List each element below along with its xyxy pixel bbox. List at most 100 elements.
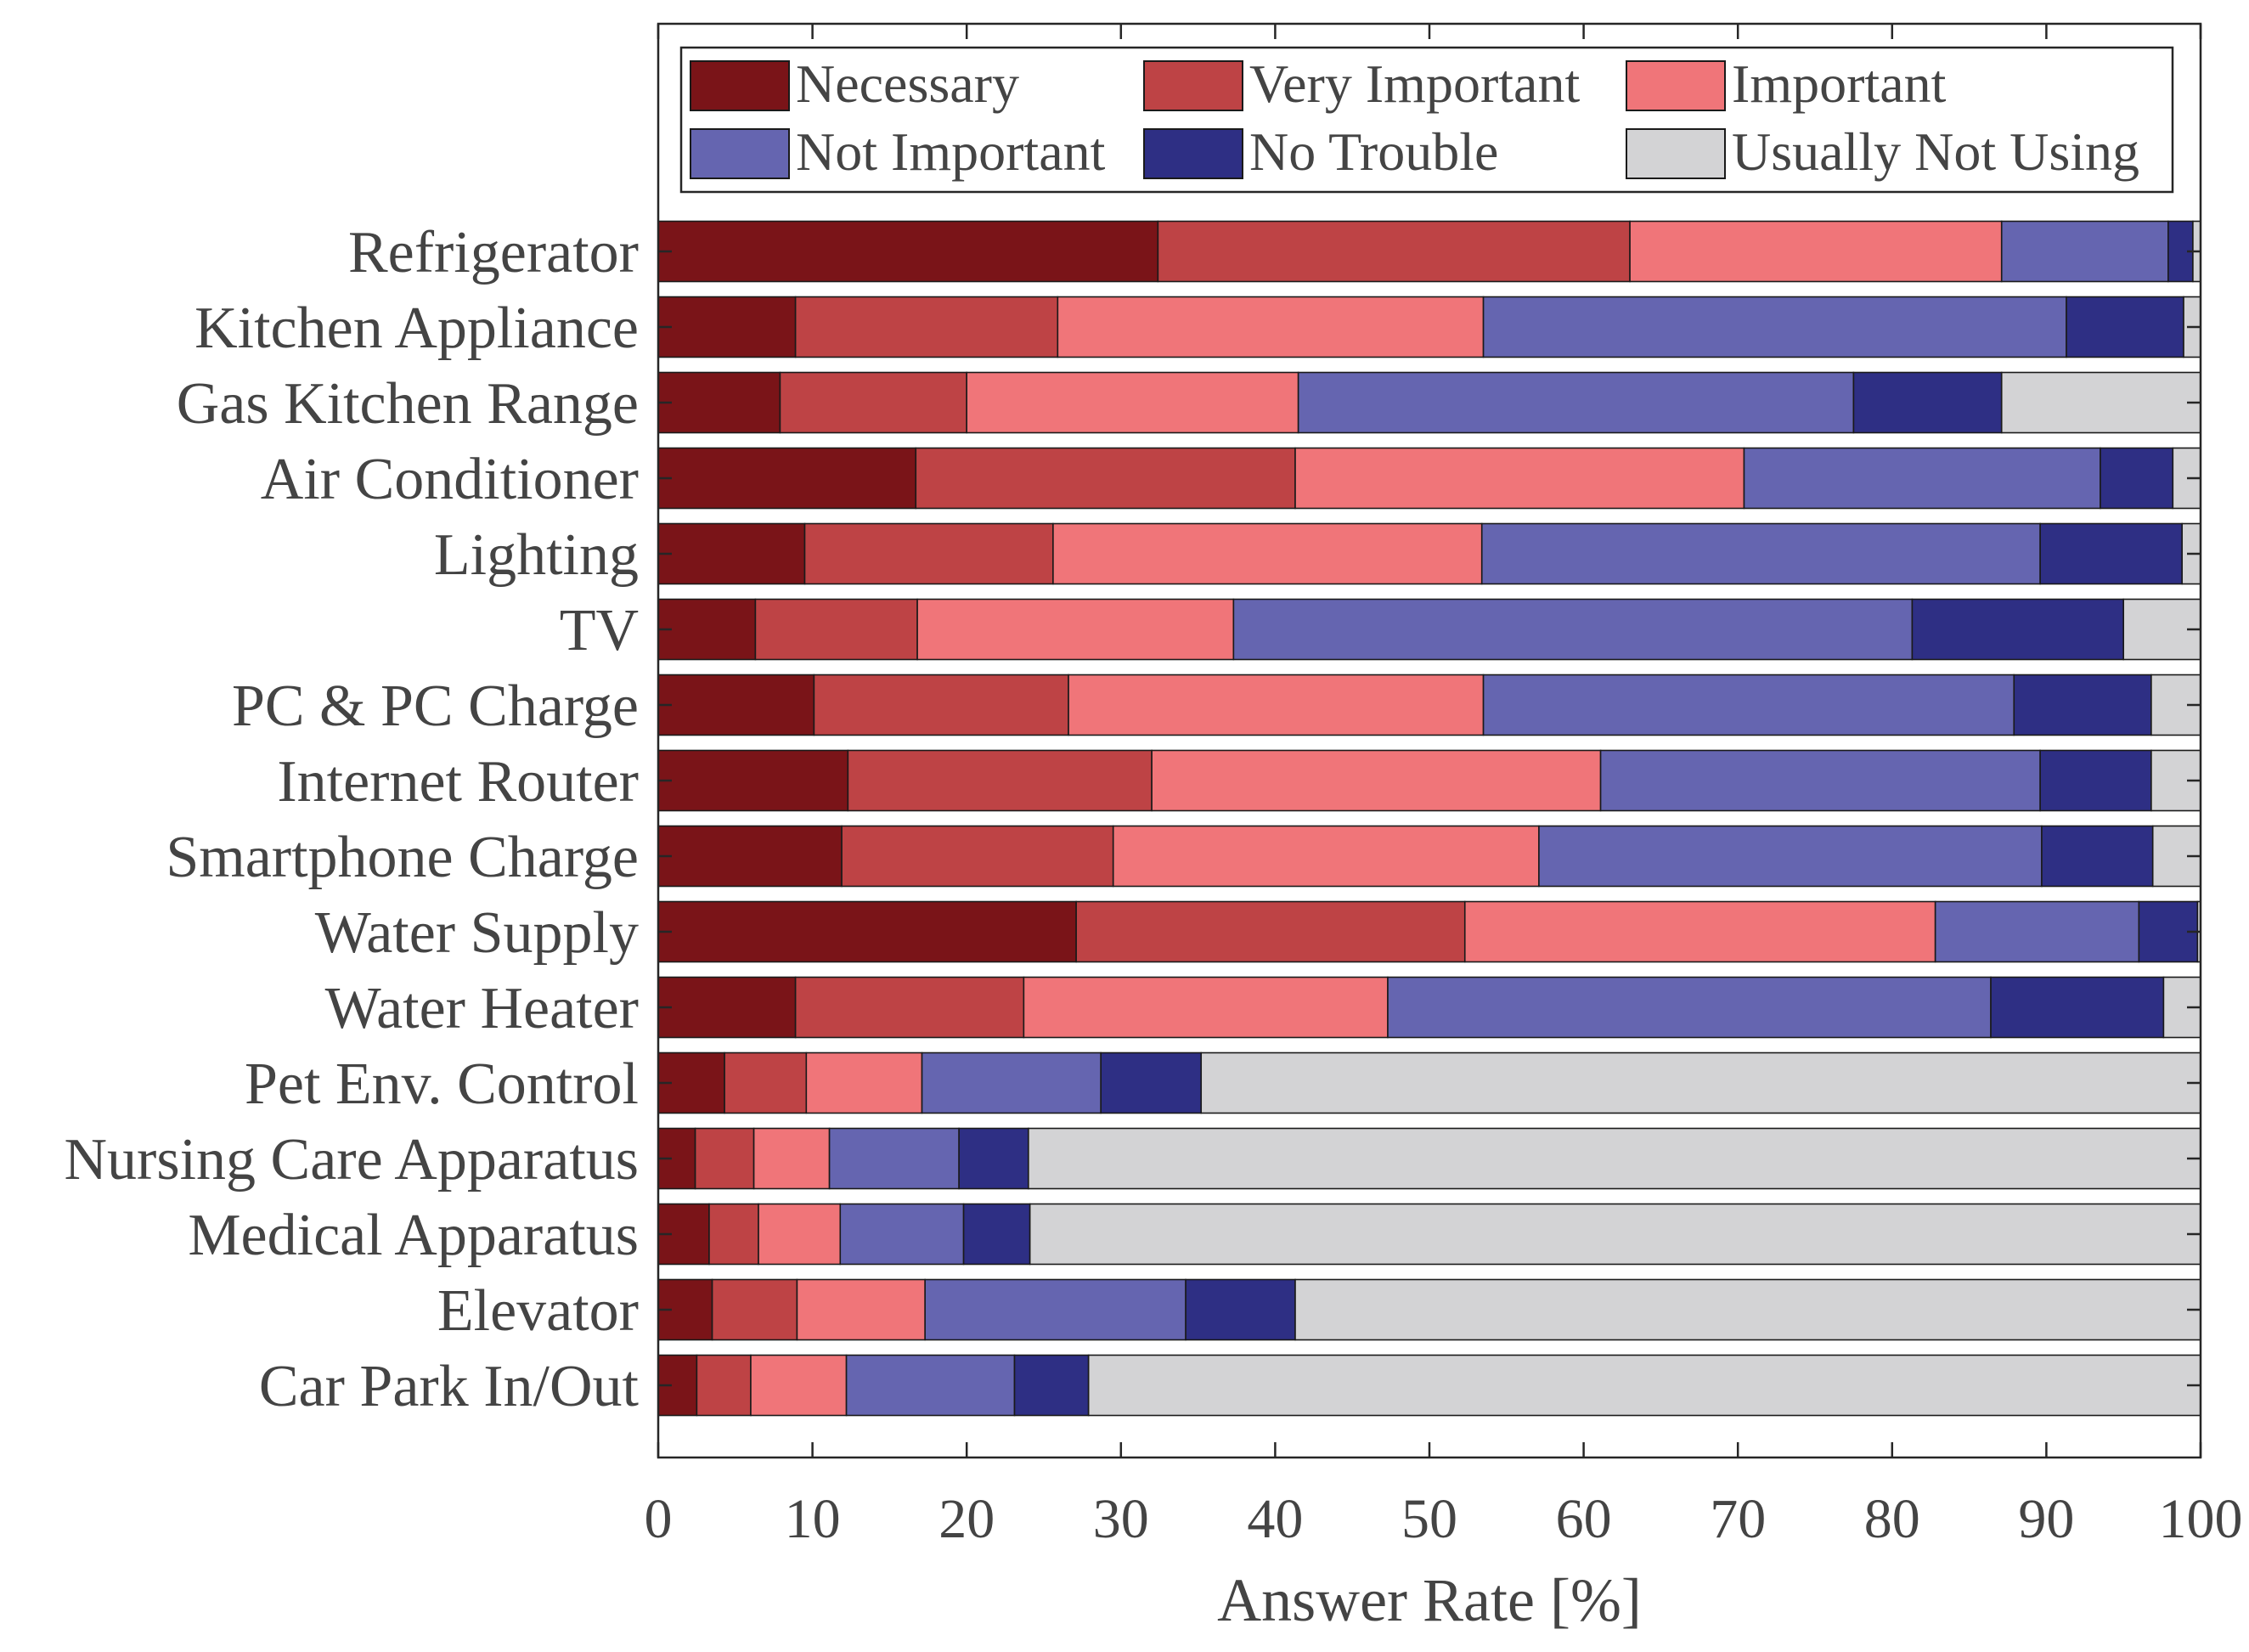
bar-smartphone-charge-very-important xyxy=(841,825,1114,888)
category-label-kitchen-appliance: Kitchen Appliance xyxy=(194,296,639,361)
bar-internet-router-no-trouble xyxy=(2039,749,2152,812)
bar-pc-pc-charge-necessary xyxy=(657,674,815,736)
x-tick-label-50: 50 xyxy=(1401,1488,1457,1550)
bar-pet-env-control-important xyxy=(805,1052,923,1114)
category-label-nursing-care-apparatus: Nursing Care Apparatus xyxy=(64,1127,639,1192)
legend-swatch-no-trouble xyxy=(1143,128,1243,179)
bar-water-heater-no-trouble xyxy=(1990,976,2165,1039)
bar-water-supply-very-important xyxy=(1075,900,1466,963)
bar-nursing-care-apparatus-no-trouble xyxy=(958,1127,1029,1190)
legend-label-important: Important xyxy=(1732,54,1947,114)
bar-lighting-no-trouble xyxy=(2039,522,2184,585)
axes-layer xyxy=(657,22,2202,1459)
bar-water-heater-necessary xyxy=(657,976,797,1039)
bar-car-park-in-out-no-trouble xyxy=(1013,1354,1090,1417)
bar-air-conditioner-important xyxy=(1294,447,1745,510)
bar-car-park-in-out-important xyxy=(750,1354,848,1417)
legend: Necessary Very Important Important Not Impo… xyxy=(679,46,2174,194)
bar-car-park-in-out-not-important xyxy=(845,1354,1016,1417)
bar-pet-env-control-not-important xyxy=(921,1052,1102,1114)
category-label-water-heater: Water Heater xyxy=(325,976,639,1041)
bar-elevator-usually-not-using xyxy=(1294,1278,2201,1341)
bar-tv-important xyxy=(916,598,1235,661)
legend-label-no-trouble: No Trouble xyxy=(1249,121,1498,182)
bar-nursing-care-apparatus-very-important xyxy=(694,1127,755,1190)
x-tick-label-40: 40 xyxy=(1247,1488,1303,1550)
x-tick-label-20: 20 xyxy=(938,1488,995,1550)
bar-car-park-in-out-usually-not-using xyxy=(1087,1354,2201,1417)
legend-swatch-not-important xyxy=(690,128,790,179)
bar-air-conditioner-no-trouble xyxy=(2100,447,2174,510)
bar-air-conditioner-not-important xyxy=(1743,447,2101,510)
legend-swatch-very-important xyxy=(1143,60,1243,111)
bar-medical-apparatus-important xyxy=(758,1203,842,1266)
bar-gas-kitchen-range-not-important xyxy=(1297,371,1855,434)
bar-gas-kitchen-range-no-trouble xyxy=(1852,371,2003,434)
bar-gas-kitchen-range-important xyxy=(966,371,1299,434)
bar-tv-no-trouble xyxy=(1911,598,2124,661)
category-label-internet-router: Internet Router xyxy=(277,749,639,815)
bar-medical-apparatus-no-trouble xyxy=(962,1203,1031,1266)
bar-air-conditioner-very-important xyxy=(915,447,1296,510)
bar-water-heater-important xyxy=(1023,976,1389,1039)
category-label-lighting: Lighting xyxy=(434,522,639,588)
bar-internet-router-very-important xyxy=(847,749,1153,812)
bar-water-supply-important xyxy=(1463,900,1936,963)
bar-pet-env-control-no-trouble xyxy=(1100,1052,1203,1114)
x-axis-label: Answer Rate [%] xyxy=(1217,1566,1642,1634)
category-label-medical-apparatus: Medical Apparatus xyxy=(188,1203,639,1268)
legend-swatch-necessary xyxy=(690,60,790,111)
x-tick-label-100: 100 xyxy=(2159,1488,2243,1550)
bar-kitchen-appliance-very-important xyxy=(794,296,1059,358)
legend-swatch-important xyxy=(1626,60,1726,111)
legend-label-very-important: Very Important xyxy=(1249,54,1580,114)
bar-water-supply-necessary xyxy=(657,900,1077,963)
bar-smartphone-charge-no-trouble xyxy=(2041,825,2154,888)
bar-kitchen-appliance-no-trouble xyxy=(2066,296,2184,358)
bar-pc-pc-charge-important xyxy=(1068,674,1485,736)
x-tick-label-10: 10 xyxy=(785,1488,841,1550)
category-label-smartphone-charge: Smartphone Charge xyxy=(166,825,639,890)
bar-pc-pc-charge-very-important xyxy=(813,674,1069,736)
bar-water-heater-not-important xyxy=(1387,976,1992,1039)
x-tick-label-30: 30 xyxy=(1093,1488,1149,1550)
bar-tv-usually-not-using xyxy=(2122,598,2201,661)
bar-nursing-care-apparatus-important xyxy=(752,1127,831,1190)
bar-elevator-not-important xyxy=(924,1278,1187,1341)
bar-gas-kitchen-range-usually-not-using xyxy=(2000,371,2201,434)
bar-nursing-care-apparatus-usually-not-using xyxy=(1028,1127,2201,1190)
bar-air-conditioner-necessary xyxy=(657,447,917,510)
bar-lighting-necessary xyxy=(657,522,806,585)
bar-refrigerator-important xyxy=(1629,220,2003,283)
category-label-air-conditioner: Air Conditioner xyxy=(261,447,639,512)
legend-label-necessary: Necessary xyxy=(796,54,1019,114)
legend-label-usually-not-using: Usually Not Using xyxy=(1732,121,2139,182)
category-label-pc-pc-charge: PC & PC Charge xyxy=(232,674,639,739)
bar-pc-pc-charge-no-trouble xyxy=(2013,674,2152,736)
bar-kitchen-appliance-necessary xyxy=(657,296,797,358)
x-tick-label-60: 60 xyxy=(1556,1488,1612,1550)
bar-nursing-care-apparatus-not-important xyxy=(828,1127,960,1190)
bar-kitchen-appliance-important xyxy=(1057,296,1485,358)
bar-gas-kitchen-range-very-important xyxy=(779,371,967,434)
bar-elevator-no-trouble xyxy=(1185,1278,1296,1341)
bar-elevator-important xyxy=(796,1278,926,1341)
category-label-refrigerator: Refrigerator xyxy=(348,220,639,285)
bar-car-park-in-out-very-important xyxy=(696,1354,752,1417)
x-tick-label-70: 70 xyxy=(1710,1488,1766,1550)
bar-tv-very-important xyxy=(754,598,918,661)
bar-refrigerator-necessary xyxy=(657,220,1159,283)
bar-medical-apparatus-very-important xyxy=(708,1203,759,1266)
bar-lighting-not-important xyxy=(1480,522,2041,585)
bar-lighting-very-important xyxy=(803,522,1054,585)
bar-medical-apparatus-not-important xyxy=(839,1203,965,1266)
bar-water-supply-not-important xyxy=(1934,900,2140,963)
category-label-elevator: Elevator xyxy=(437,1278,639,1344)
bar-pet-env-control-usually-not-using xyxy=(1200,1052,2201,1114)
bar-elevator-very-important xyxy=(711,1278,798,1341)
category-label-car-park-in-out: Car Park In/Out xyxy=(259,1354,640,1419)
category-label-water-supply: Water Supply xyxy=(315,900,639,966)
bar-refrigerator-not-important xyxy=(2000,220,2169,283)
